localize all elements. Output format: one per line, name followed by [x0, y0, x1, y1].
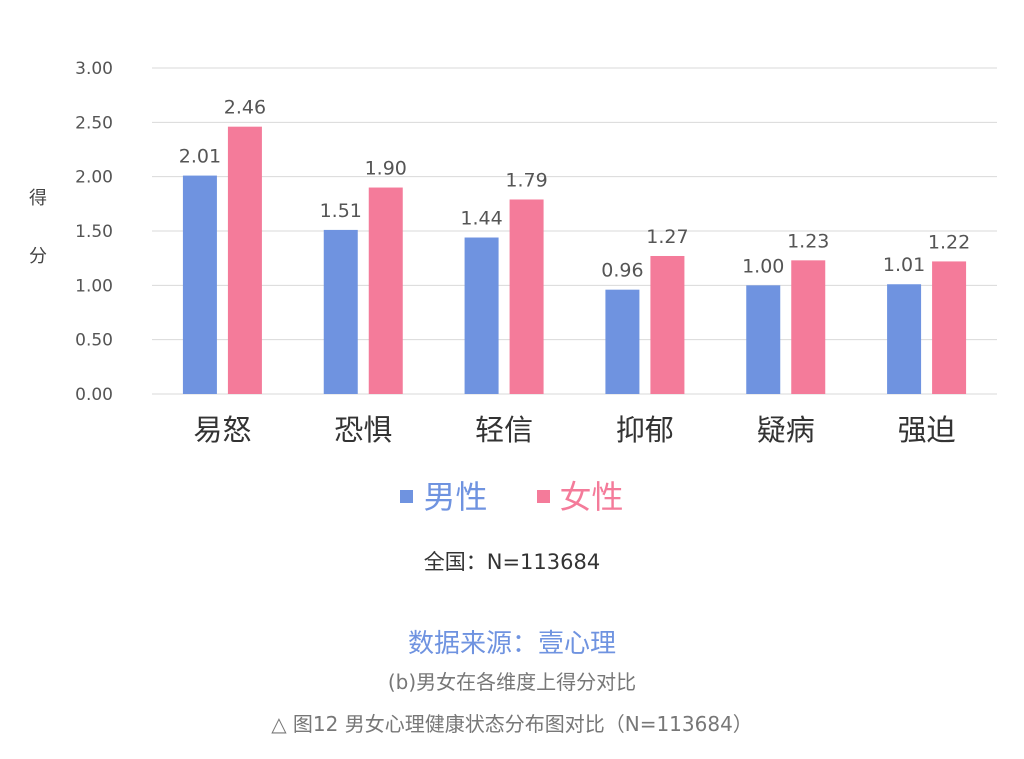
y-tick-label: 2.50 — [75, 113, 113, 133]
category-label: 疑病 — [757, 413, 815, 447]
y-tick-label: 2.00 — [75, 168, 113, 188]
data-label-female: 1.23 — [787, 230, 829, 252]
legend-label-female: 女性 — [559, 478, 624, 516]
y-axis-ticks: 0.00 0.50 1.00 1.50 2.00 2.50 3.00 — [75, 59, 113, 405]
bar-female — [650, 255, 685, 394]
bar-male — [323, 229, 358, 394]
y-axis-label-char: 分 — [29, 246, 47, 267]
category-label: 易怒 — [193, 413, 251, 447]
bar-female — [368, 187, 403, 394]
legend-item-male: 男性 — [400, 472, 487, 518]
y-axis-label: 得分 — [29, 188, 47, 267]
bar-male — [887, 284, 922, 394]
data-label-male: 2.01 — [179, 146, 221, 168]
bar-chart: 0.000.501.001.502.002.503.00 得分 2.012.46… — [29, 59, 997, 447]
y-tick-label: 3.00 — [75, 59, 113, 79]
data-source: 数据来源：壹心理 — [407, 629, 616, 659]
legend-swatch-male — [400, 489, 414, 503]
category-label: 强迫 — [898, 413, 956, 447]
data-label-female: 1.27 — [646, 226, 688, 248]
category-label: 轻信 — [475, 413, 533, 447]
data-label-female: 1.79 — [505, 169, 547, 191]
bar-male — [605, 289, 640, 394]
chart-subtitle: (b)男女在各维度上得分对比 — [387, 670, 637, 694]
bar-female — [227, 126, 262, 395]
y-tick-label: 1.50 — [75, 222, 113, 242]
bar-male — [464, 237, 499, 394]
bar-male — [182, 175, 217, 394]
grid-lines — [152, 67, 997, 395]
y-tick-label: 0.00 — [75, 385, 113, 405]
bar-female — [791, 260, 826, 394]
category-labels: 易怒 恐惧 轻信 抑郁 疑病 强迫 — [193, 413, 955, 447]
category-label: 抑郁 — [616, 413, 674, 447]
data-label-male: 1.51 — [320, 200, 362, 222]
legend: 男性 女性 — [0, 472, 1024, 518]
data-labels: 2.01 2.46 1.511.90 1.441.79 0.961.27 1.001.23… — [179, 97, 970, 282]
data-label-male: 1.00 — [742, 255, 784, 277]
data-label-male: 1.44 — [460, 208, 502, 230]
y-tick-label: 0.50 — [75, 331, 113, 351]
data-label-female: 1.22 — [928, 231, 970, 253]
y-axis-label-char: 得 — [29, 188, 47, 209]
bar-female — [932, 261, 967, 394]
category-label: 恐惧 — [334, 413, 392, 447]
sample-size-note: 全国：N=113684 — [423, 550, 601, 574]
legend-label-male: 男性 — [423, 478, 488, 516]
data-label-female: 1.90 — [365, 158, 407, 180]
data-label-female: 2.46 — [224, 97, 266, 119]
legend-item-female: 女性 — [536, 472, 624, 518]
bars — [182, 126, 967, 395]
legend-swatch-female — [536, 489, 550, 503]
bar-male — [746, 285, 781, 394]
figure-caption: △ 图12 男女心理健康状态分布图对比（N=113684） — [271, 712, 753, 736]
data-label-male: 0.96 — [601, 260, 643, 282]
data-label-male: 1.01 — [883, 254, 925, 276]
y-tick-label: 1.00 — [75, 276, 113, 296]
bar-female — [509, 199, 544, 394]
